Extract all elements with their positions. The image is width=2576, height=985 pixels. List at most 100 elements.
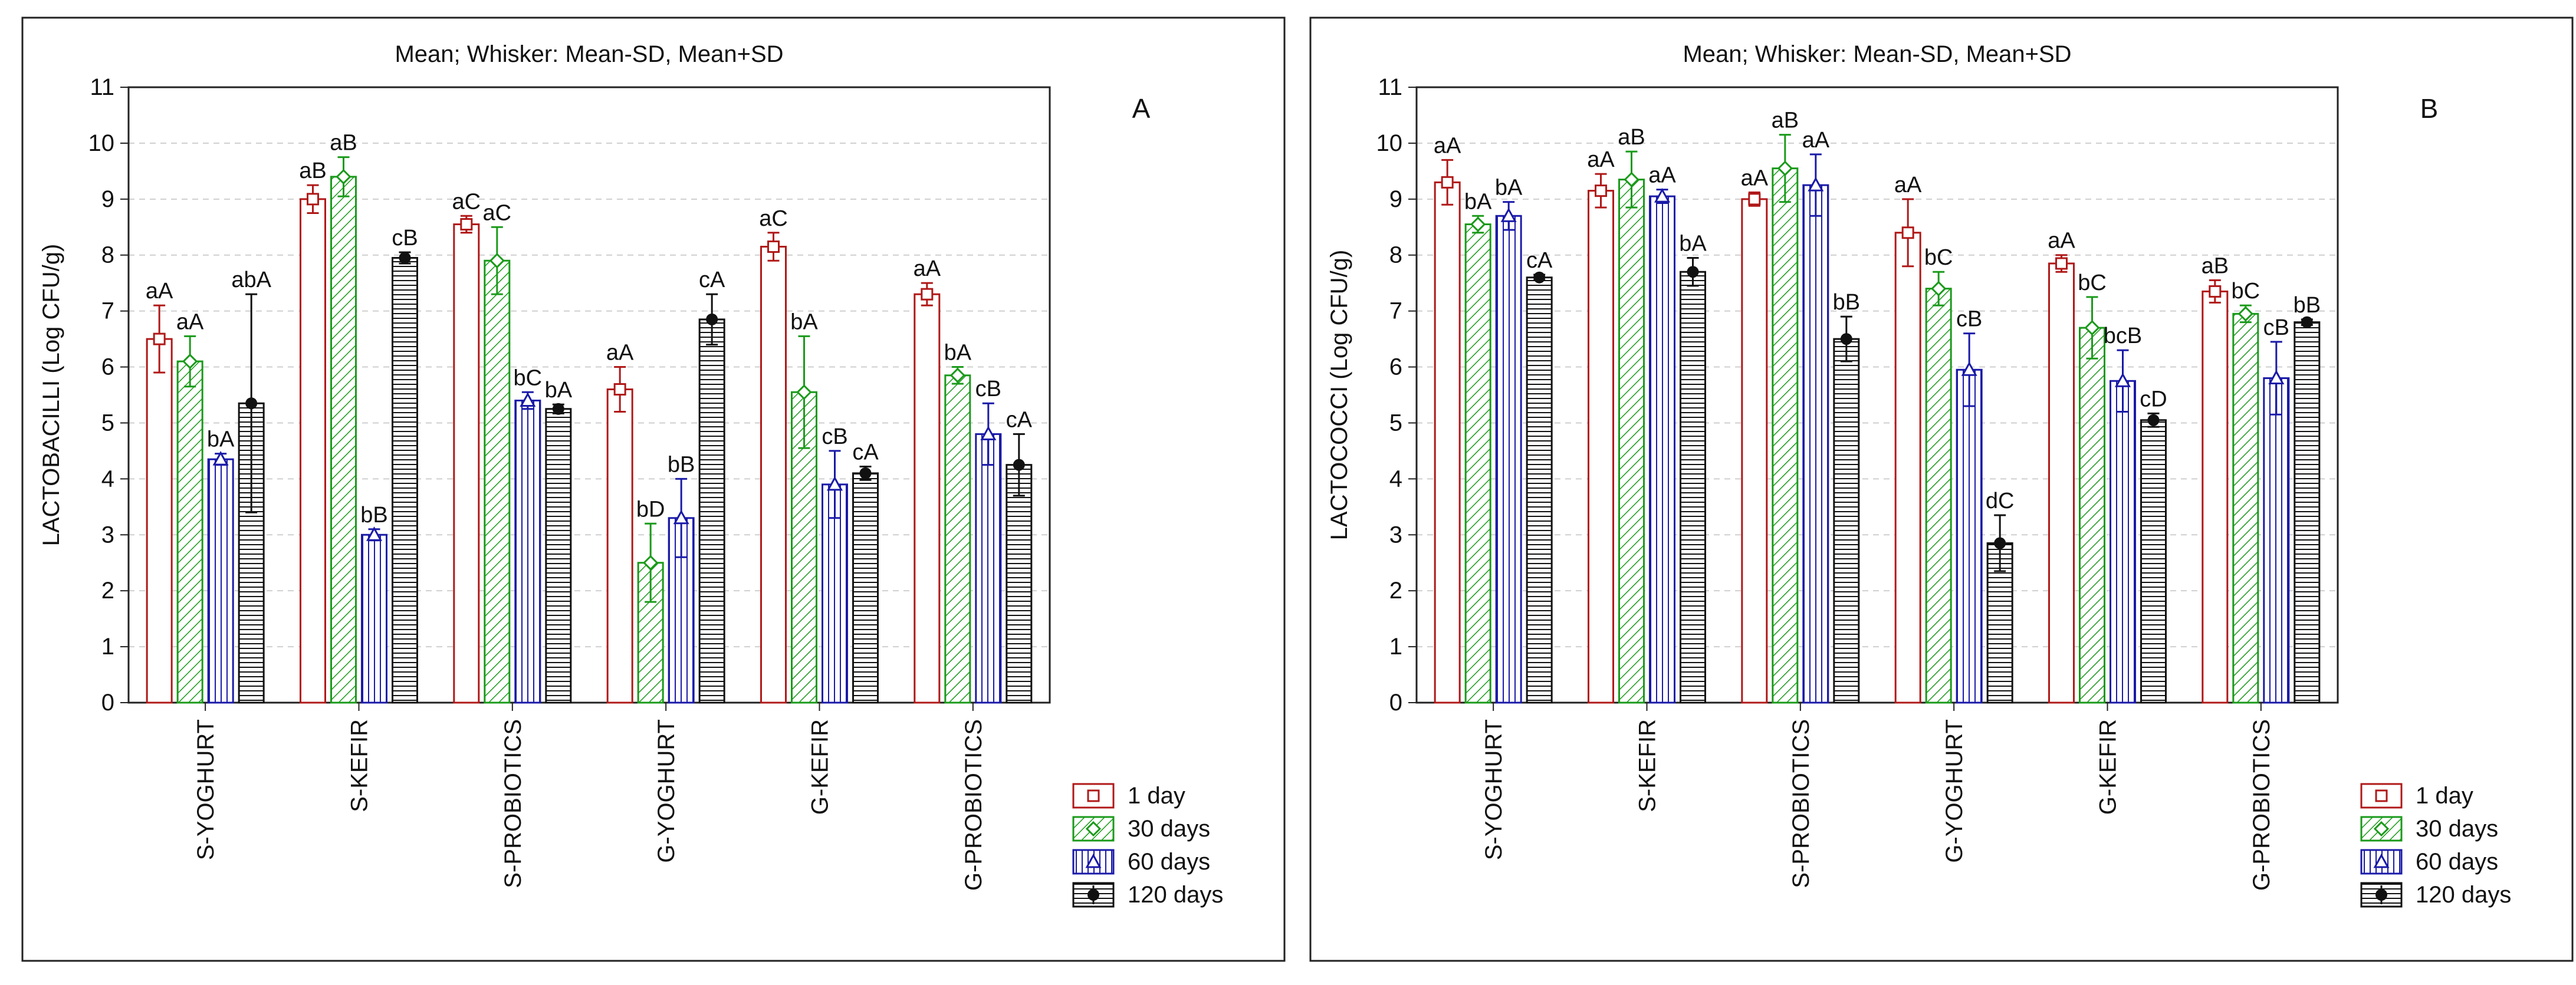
mean-marker bbox=[1748, 193, 1761, 206]
bar bbox=[606, 388, 633, 704]
y-tick-label: 6 bbox=[101, 354, 114, 380]
category-label: S-KEFIR bbox=[347, 719, 373, 812]
legend-marker bbox=[1087, 789, 1100, 802]
mean-marker bbox=[399, 252, 411, 264]
bar bbox=[1006, 464, 1033, 704]
bar bbox=[453, 223, 480, 704]
y-tick-label: 9 bbox=[101, 186, 114, 212]
y-tick-label: 1 bbox=[1389, 634, 1402, 660]
mean-marker bbox=[1777, 160, 1793, 176]
significance-letter: bA bbox=[207, 427, 235, 452]
significance-letter: aB bbox=[1772, 108, 1799, 133]
panel-a: Mean; Whisker: Mean-SD, Mean+SD A 0 1 2 3 4 5 6 7… bbox=[21, 17, 1286, 962]
y-tick-label: 4 bbox=[101, 466, 114, 492]
mean-marker bbox=[1901, 226, 1914, 239]
mean-marker bbox=[796, 384, 812, 400]
significance-letter: aA bbox=[2048, 229, 2075, 253]
significance-letter: bA bbox=[1679, 231, 1707, 256]
bar bbox=[1434, 181, 1461, 704]
significance-letter: bB bbox=[1833, 290, 1860, 315]
bar bbox=[1495, 215, 1522, 704]
bar bbox=[822, 483, 848, 704]
bar bbox=[1618, 179, 1645, 704]
y-tick-label: 10 bbox=[88, 130, 115, 156]
significance-letter: bA bbox=[944, 341, 972, 365]
panel-b: Mean; Whisker: Mean-SD, Mean+SD B 0 1 2 3 4 5 6 7… bbox=[1288, 0, 2576, 985]
mean-marker bbox=[1624, 172, 1639, 187]
bar bbox=[361, 533, 387, 704]
significance-letter: cA bbox=[1526, 248, 1553, 273]
y-tick-label: 11 bbox=[90, 74, 114, 100]
mean-marker bbox=[489, 253, 505, 269]
significance-letter: bA bbox=[1464, 189, 1492, 214]
mean-marker bbox=[1533, 271, 1546, 284]
bar bbox=[514, 399, 541, 704]
significance-letter: aA bbox=[176, 309, 204, 334]
bar bbox=[944, 374, 971, 704]
mean-marker bbox=[706, 313, 718, 325]
legend-marker bbox=[2375, 789, 2388, 802]
chart-title: Mean; Whisker: Mean-SD, Mean+SD bbox=[1683, 41, 2071, 67]
bar bbox=[146, 338, 173, 704]
significance-letter: aA bbox=[1802, 128, 1830, 153]
y-tick-label: 0 bbox=[1389, 690, 1402, 716]
significance-letter: aA bbox=[1434, 133, 1461, 158]
y-tick-label: 3 bbox=[1389, 522, 1402, 548]
bar bbox=[2140, 419, 2167, 704]
legend-marker bbox=[2375, 889, 2387, 901]
bar bbox=[2110, 380, 2136, 704]
category-label: G-YOGHURT bbox=[653, 719, 679, 863]
y-tick-label: 1 bbox=[101, 634, 114, 660]
legend-label: 120 days bbox=[2416, 882, 2511, 908]
bar bbox=[975, 433, 1002, 704]
significance-letter: aA bbox=[1894, 173, 1922, 197]
mean-marker bbox=[2301, 316, 2313, 328]
bar bbox=[914, 293, 941, 704]
significance-letter: abA bbox=[231, 268, 271, 292]
category-label: S-YOGHURT bbox=[193, 719, 219, 860]
mean-marker bbox=[1994, 537, 2006, 549]
bar bbox=[1649, 195, 1675, 704]
y-tick-label: 11 bbox=[1378, 74, 1402, 100]
legend-label: 1 day bbox=[2416, 783, 2473, 809]
bar bbox=[1772, 167, 1799, 704]
significance-letter: aB bbox=[2202, 253, 2229, 278]
significance-letter: cB bbox=[975, 377, 1001, 401]
category-label: S-KEFIR bbox=[1635, 719, 1661, 812]
bar bbox=[1680, 271, 1706, 704]
significance-letter: aC bbox=[759, 206, 788, 231]
mean-marker bbox=[2268, 370, 2285, 385]
mean-marker bbox=[1961, 361, 1977, 376]
y-tick-label: 4 bbox=[1389, 466, 1402, 492]
legend-label: 60 days bbox=[1128, 849, 1210, 875]
bar bbox=[2294, 321, 2321, 704]
legend-label: 1 day bbox=[1128, 783, 1185, 809]
mean-marker bbox=[1840, 333, 1852, 345]
mean-marker bbox=[245, 397, 258, 410]
panel-label: A bbox=[1132, 93, 1151, 124]
panel-label: B bbox=[2420, 93, 2439, 124]
significance-letter: cB bbox=[392, 226, 418, 251]
significance-letter: aB bbox=[330, 131, 357, 156]
legend-marker bbox=[1085, 821, 1102, 837]
category-label: S-YOGHURT bbox=[1481, 719, 1507, 860]
y-tick-label: 10 bbox=[1376, 130, 1403, 156]
mean-marker bbox=[949, 367, 965, 383]
bar bbox=[852, 472, 879, 704]
mean-marker bbox=[859, 467, 872, 479]
y-tick-label: 2 bbox=[1389, 578, 1402, 604]
category-label: G-PROBIOTICS bbox=[2249, 719, 2275, 891]
y-tick-label: 5 bbox=[101, 410, 114, 436]
bar bbox=[2232, 312, 2259, 704]
legend-marker bbox=[2373, 821, 2390, 837]
significance-letter: cD bbox=[2140, 387, 2167, 411]
legend-label: 60 days bbox=[2416, 849, 2498, 875]
bar bbox=[2202, 290, 2229, 704]
mean-marker bbox=[1441, 176, 1454, 189]
mean-marker bbox=[1595, 185, 1607, 197]
category-label: S-PROBIOTICS bbox=[1788, 719, 1814, 888]
significance-letter: bA bbox=[790, 309, 818, 334]
mean-marker bbox=[980, 426, 997, 440]
significance-letter: aB bbox=[1618, 125, 1645, 150]
significance-letter: aC bbox=[483, 200, 512, 225]
